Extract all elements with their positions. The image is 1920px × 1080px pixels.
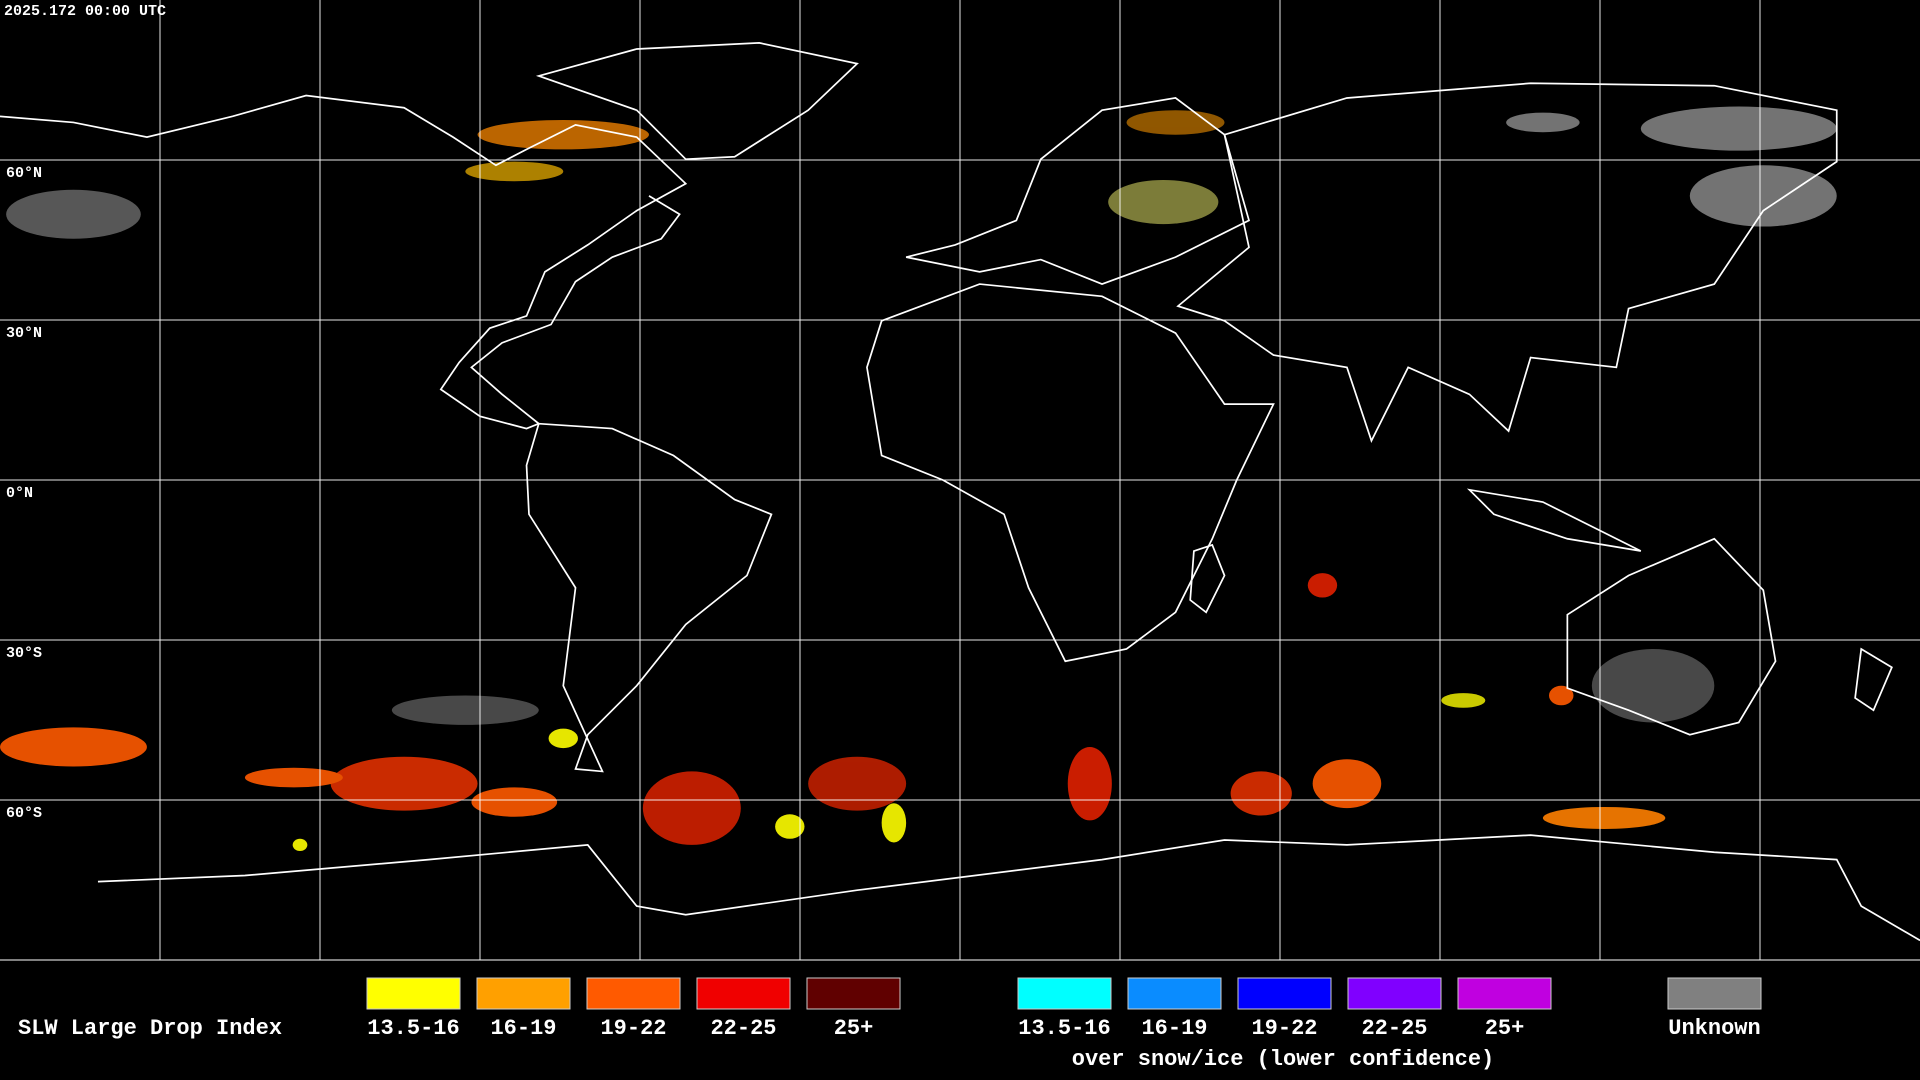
legend-label: 25+: [1485, 1016, 1525, 1041]
latitude-label: 30°S: [6, 645, 42, 662]
latitude-label: 60°S: [6, 805, 42, 822]
legend-label: 19-22: [600, 1016, 666, 1041]
legend-swatch: [1237, 977, 1332, 1010]
legend-swatch: [476, 977, 571, 1010]
legend-label: 19-22: [1251, 1016, 1317, 1041]
timestamp: 2025.172 00:00 UTC: [4, 3, 166, 20]
legend-label: 22-25: [710, 1016, 776, 1041]
legend-swatch: [1347, 977, 1442, 1010]
legend-panel: [0, 960, 1920, 1080]
legend-swatch: [1667, 977, 1762, 1010]
legend-title: SLW Large Drop Index: [18, 1016, 282, 1041]
legend-label: 16-19: [490, 1016, 556, 1041]
latitude-label: 0°N: [6, 485, 33, 502]
legend-label: Unknown: [1668, 1016, 1760, 1041]
latitude-label: 30°N: [6, 325, 42, 342]
legend-swatch: [1017, 977, 1112, 1010]
legend-swatch: [1457, 977, 1552, 1010]
map-layer: [0, 41, 1920, 942]
legend-label: 25+: [834, 1016, 874, 1041]
graticule: [0, 0, 1920, 960]
latitude-label: 60°N: [6, 165, 42, 182]
legend-label: 16-19: [1141, 1016, 1207, 1041]
legend-note: over snow/ice (lower confidence): [1072, 1047, 1494, 1072]
legend-swatch: [366, 977, 461, 1010]
legend-swatch: [1127, 977, 1222, 1010]
legend-label: 13.5-16: [1018, 1016, 1110, 1041]
legend-swatch: [696, 977, 791, 1010]
legend-swatch: [586, 977, 681, 1010]
legend-label: 22-25: [1361, 1016, 1427, 1041]
imagery: [0, 106, 1837, 852]
legend-swatch: [806, 977, 901, 1010]
legend-label: 13.5-16: [367, 1016, 459, 1041]
coastlines: [0, 41, 1920, 942]
